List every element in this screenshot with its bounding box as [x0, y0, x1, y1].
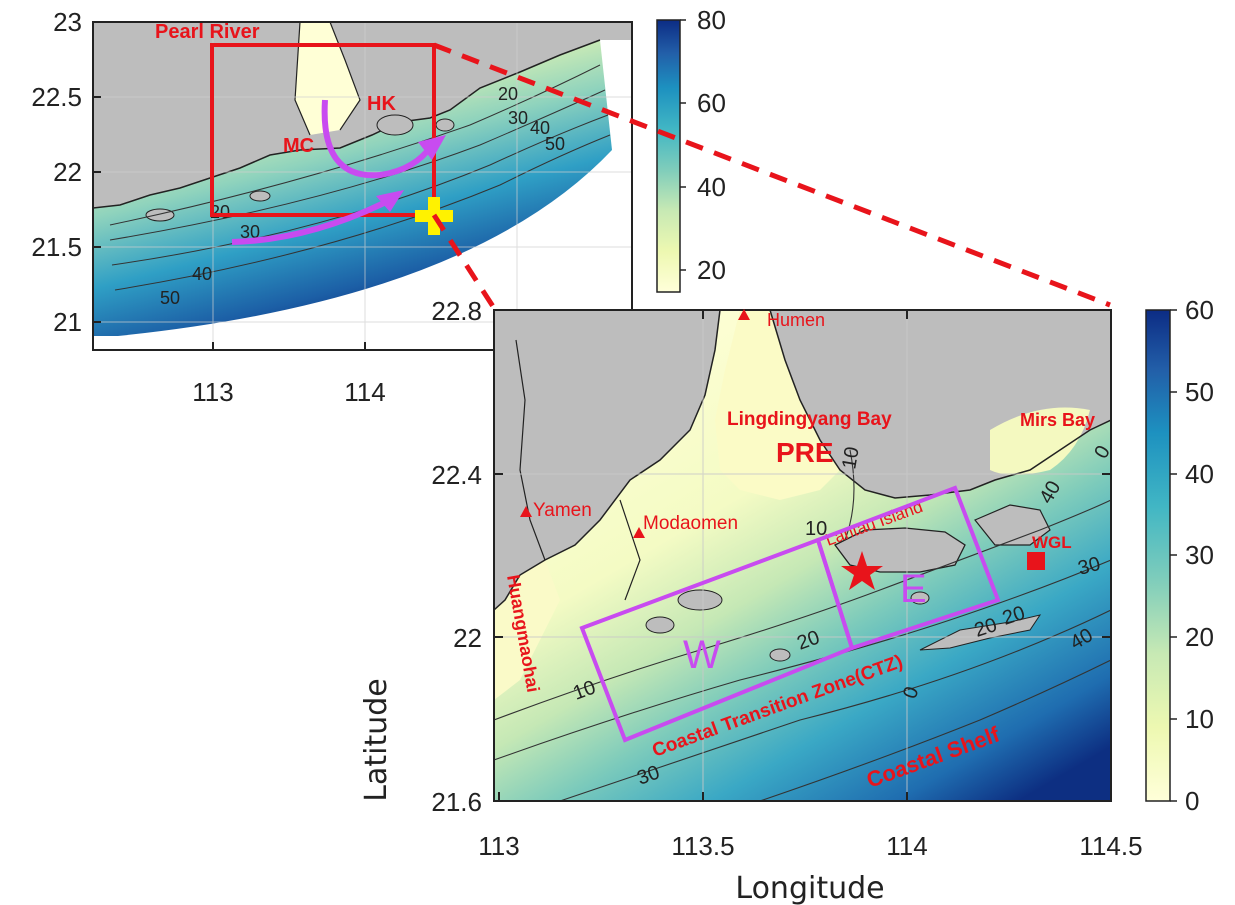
humen-marker-icon — [738, 309, 750, 320]
overview-lon-ticks: 113 114 — [192, 342, 386, 407]
overview-lat-tick: 21.5 — [31, 232, 82, 262]
detail-lon-tick: 114 — [886, 831, 927, 861]
star-station-icon — [841, 551, 883, 590]
coastal-current-arrow — [321, 99, 435, 179]
modaomen-label: Modaomen — [643, 513, 738, 534]
detail-contour-label: 10 — [838, 445, 864, 471]
zoom-line-top — [433, 42, 1111, 308]
overview-contour-label: 30 — [508, 108, 528, 128]
hk-label: HK — [367, 93, 396, 115]
overview-lat-ticks: 23 22.5 22 21.5 21 — [31, 7, 101, 337]
overview-contour-label: 30 — [240, 222, 260, 242]
x-axis-label: Longitude — [735, 871, 884, 905]
wgl-label: WGL — [1032, 533, 1072, 552]
overview-colorbar: 80 60 40 20 — [656, 5, 726, 293]
overview-lat-tick: 22.5 — [31, 82, 82, 112]
detail-frame — [493, 309, 1112, 802]
detail-colorbar-tick: 20 — [1185, 622, 1214, 652]
detail-colorbar-tick: 30 — [1185, 540, 1214, 570]
detail-lat-tick: 22 — [453, 623, 482, 653]
detail-colorbar-tick: 10 — [1185, 704, 1214, 734]
overview-lon-tick: 113 — [192, 377, 233, 407]
detail-colorbar-tick: 50 — [1185, 377, 1214, 407]
y-axis-label: Latitude — [359, 678, 394, 801]
overview-frame — [92, 21, 633, 351]
detail-colorbar-tick: 0 — [1185, 786, 1199, 816]
overview-contour-label: 40 — [192, 264, 212, 284]
overview-contour-label: 20 — [498, 84, 518, 104]
overview-colorbar-tick: 60 — [697, 88, 726, 118]
inset-extent-box — [210, 43, 436, 217]
east-box-label: E — [900, 567, 927, 611]
overview-lon-tick: 114 — [344, 377, 385, 407]
shelf-current-arrow — [231, 197, 392, 245]
overview-lat-tick: 22 — [53, 157, 82, 187]
detail-colorbar-tick: 60 — [1185, 295, 1214, 325]
yamen-label: Yamen — [533, 500, 592, 521]
zoom-line-bottom — [431, 213, 497, 310]
pearl-river-label: Pearl River — [155, 21, 260, 43]
contour-30 — [559, 609, 1111, 801]
detail-colorbar-tick: 40 — [1185, 459, 1214, 489]
overview-estuary — [295, 22, 360, 135]
detail-lat-tick: 22.8 — [431, 296, 482, 326]
detail-lon-tick: 114.5 — [1079, 831, 1142, 861]
wgl-marker-icon — [1027, 552, 1045, 570]
detail-lon-tick: 113.5 — [671, 831, 734, 861]
overview-colorbar-tick: 20 — [697, 255, 726, 285]
overview-colorbar-tick: 80 — [697, 5, 726, 35]
detail-lat-tick: 22.4 — [431, 460, 482, 490]
overview-colorbar-tick: 40 — [697, 172, 726, 202]
detail-map: 22.8 22.4 22 21.6 113 113.5 114 114.5 Lo… — [359, 296, 1143, 905]
west-box-label: W — [683, 633, 721, 677]
overview-contour-label: 50 — [160, 288, 180, 308]
overview-lat-tick: 21 — [53, 307, 82, 337]
mirs-bay-label: Mirs Bay — [1020, 410, 1095, 430]
current-arrows — [231, 99, 446, 245]
overview-lat-tick: 23 — [53, 7, 82, 37]
detail-lon-ticks: 113 113.5 114 114.5 — [478, 310, 1143, 861]
detail-land-west — [494, 310, 720, 610]
humen-label: Humen — [767, 310, 825, 330]
overview-contour-label: 40 — [530, 118, 550, 138]
detail-lon-tick: 113 — [478, 831, 519, 861]
lingdingyang-label: Lingdingyang Bay — [727, 409, 892, 430]
modaomen-marker-icon — [633, 527, 645, 538]
pre-label: PRE — [776, 437, 834, 468]
contour-40 — [759, 659, 1111, 801]
overview-contour-label: 50 — [545, 134, 565, 154]
mc-label: MC — [283, 135, 314, 157]
contour-10 — [494, 499, 1111, 721]
detail-lat-tick: 21.6 — [431, 787, 482, 817]
detail-colorbar: 60 50 40 30 20 10 0 — [1145, 295, 1214, 816]
east-box — [815, 485, 1001, 651]
yamen-marker-icon — [520, 506, 532, 517]
detail-contour-label: 10 — [805, 518, 827, 540]
